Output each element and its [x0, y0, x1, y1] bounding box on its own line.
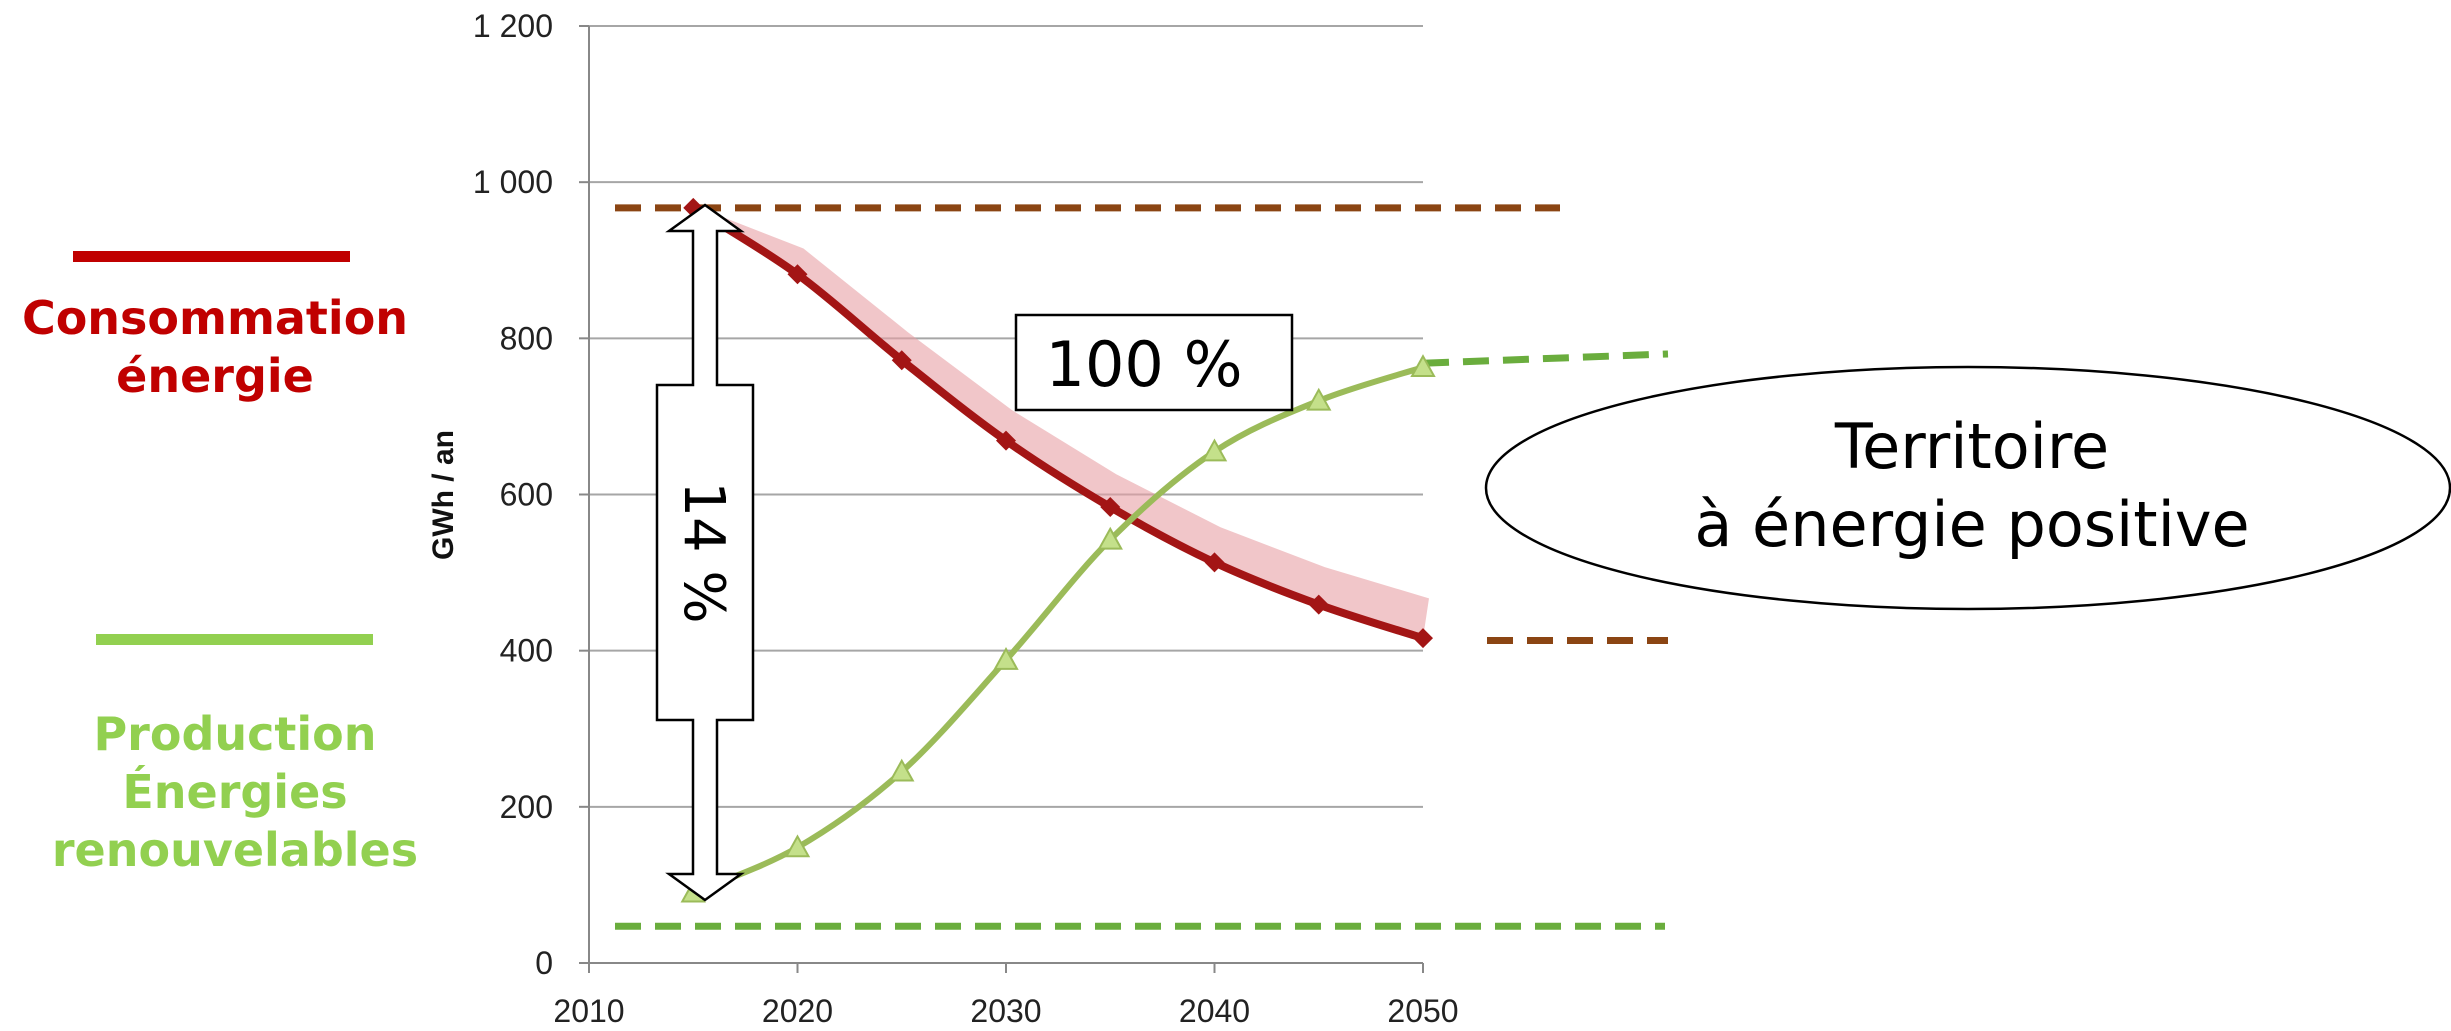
y-tick-label: 800 [500, 320, 553, 356]
production-extension-line [1422, 350, 1669, 367]
percentage-100-box [1014, 313, 1294, 412]
x-tick-label: 2050 [1387, 993, 1458, 1027]
legend-consumption-label: Consommation énergie [21, 291, 409, 403]
data-point [1100, 496, 1121, 517]
x-tick-label: 2020 [762, 993, 833, 1027]
series-line [690, 364, 1426, 896]
x-tick-label: 2010 [553, 993, 624, 1027]
legend-production-line [96, 634, 373, 645]
y-tick-label: 200 [500, 789, 553, 825]
percentage-14-label: 14 % [671, 481, 736, 623]
x-tick-label: 2040 [1179, 993, 1250, 1027]
ellipse-label-line: à énergie positive [1694, 488, 2249, 561]
data-point [784, 834, 811, 858]
legend-production-label: Production Énergies renouvelables [51, 707, 419, 877]
double-arrow [655, 203, 755, 902]
y-tick-label: 1 200 [473, 8, 553, 44]
data-point [996, 430, 1016, 451]
data-point [1097, 526, 1123, 550]
data-point [993, 646, 1019, 670]
y-tick-label: 1 000 [473, 164, 553, 200]
positive-energy-ellipse [1484, 365, 2451, 611]
data-point [889, 758, 915, 782]
data-point [1201, 438, 1228, 462]
percentage-100-label: 100 % [1046, 328, 1243, 401]
data-point [1410, 354, 1436, 378]
data-point [787, 264, 808, 285]
legend-consumption-line [73, 251, 350, 262]
y-axis-title: GWh / an [427, 430, 460, 560]
y-tick-label: 400 [500, 633, 553, 669]
y-tick-label: 0 [535, 945, 553, 981]
data-point [1413, 628, 1433, 649]
series-line [689, 203, 1427, 643]
x-tick-label: 2030 [970, 993, 1041, 1027]
data-point [891, 350, 912, 371]
data-point [1308, 594, 1329, 615]
data-point [1306, 387, 1332, 411]
consumption-band [693, 207, 1429, 639]
data-point [1204, 552, 1225, 573]
y-tick-label: 600 [500, 477, 553, 513]
ellipse-label-line: Territoire [1834, 410, 2109, 483]
